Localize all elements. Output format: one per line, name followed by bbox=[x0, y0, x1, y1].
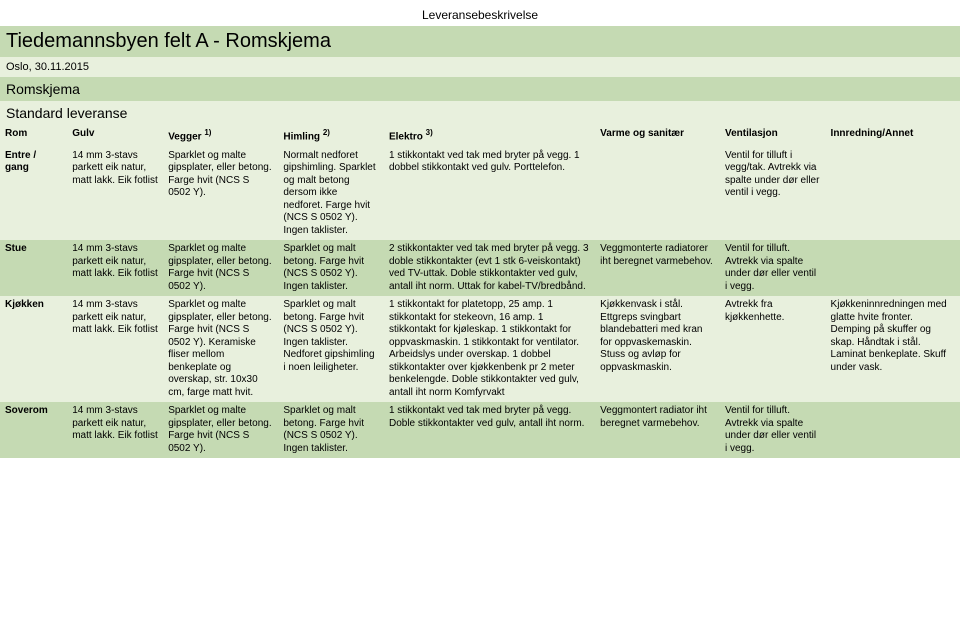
cell-vegger: Sparklet og malte gipsplater, eller beto… bbox=[163, 296, 278, 402]
cell-vegger: Sparklet og malte gipsplater, eller beto… bbox=[163, 240, 278, 296]
cell-elektro: 1 stikkontakt ved tak med bryter på vegg… bbox=[384, 147, 595, 241]
header-center: Leveransebeskrivelse bbox=[0, 0, 960, 26]
col-vegger: Vegger 1) bbox=[163, 125, 278, 147]
cell-himling: Sparklet og malt betong. Farge hvit (NCS… bbox=[278, 402, 384, 458]
col-vegger-label: Vegger bbox=[168, 131, 201, 142]
cell-rom: Kjøkken bbox=[0, 296, 67, 402]
cell-gulv: 14 mm 3-stavs parkett eik natur, matt la… bbox=[67, 147, 163, 241]
cell-vegger: Sparklet og malte gipsplater, eller beto… bbox=[163, 147, 278, 241]
col-vent: Ventilasjon bbox=[720, 125, 826, 147]
col-elektro-label: Elektro bbox=[389, 131, 423, 142]
cell-varme: Kjøkkenvask i stål. Ettgreps svingbart b… bbox=[595, 296, 720, 402]
standard-leveranse: Standard leveranse bbox=[0, 101, 960, 125]
section-bar: Romskjema bbox=[0, 77, 960, 101]
cell-varme bbox=[595, 147, 720, 241]
table-row: Soverom14 mm 3-stavs parkett eik natur, … bbox=[0, 402, 960, 458]
cell-rom: Entre / gang bbox=[0, 147, 67, 241]
title-bar: Tiedemannsbyen felt A - Romskjema bbox=[0, 26, 960, 57]
col-gulv: Gulv bbox=[67, 125, 163, 147]
cell-innred: Kjøkkeninnredningen med glatte hvite fro… bbox=[826, 296, 960, 402]
cell-vent: Ventil for tilluft. Avtrekk via spalte u… bbox=[720, 402, 826, 458]
col-vegger-sup: 1) bbox=[204, 128, 211, 137]
table-header-row: Rom Gulv Vegger 1) Himling 2) Elektro 3)… bbox=[0, 125, 960, 147]
cell-gulv: 14 mm 3-stavs parkett eik natur, matt la… bbox=[67, 240, 163, 296]
cell-gulv: 14 mm 3-stavs parkett eik natur, matt la… bbox=[67, 402, 163, 458]
cell-rom: Stue bbox=[0, 240, 67, 296]
cell-vent: Ventil for tilluft i vegg/tak. Avtrekk v… bbox=[720, 147, 826, 241]
col-elektro: Elektro 3) bbox=[384, 125, 595, 147]
cell-vegger: Sparklet og malte gipsplater, eller beto… bbox=[163, 402, 278, 458]
cell-varme: Veggmontert radiator iht beregnet varmeb… bbox=[595, 402, 720, 458]
table-row: Kjøkken14 mm 3-stavs parkett eik natur, … bbox=[0, 296, 960, 402]
cell-rom: Soverom bbox=[0, 402, 67, 458]
cell-innred bbox=[826, 402, 960, 458]
col-elektro-sup: 3) bbox=[426, 128, 433, 137]
document-page: Leveransebeskrivelse Tiedemannsbyen felt… bbox=[0, 0, 960, 618]
col-himling: Himling 2) bbox=[278, 125, 384, 147]
cell-elektro: 1 stikkontakt for platetopp, 25 amp. 1 s… bbox=[384, 296, 595, 402]
romskjema-table: Rom Gulv Vegger 1) Himling 2) Elektro 3)… bbox=[0, 125, 960, 458]
cell-elektro: 1 stikkontakt ved tak med bryter på vegg… bbox=[384, 402, 595, 458]
cell-himling: Sparklet og malt betong. Farge hvit (NCS… bbox=[278, 296, 384, 402]
cell-vent: Avtrekk fra kjøkkenhette. bbox=[720, 296, 826, 402]
table-row: Entre / gang14 mm 3-stavs parkett eik na… bbox=[0, 147, 960, 241]
cell-vent: Ventil for tilluft. Avtrekk via spalte u… bbox=[720, 240, 826, 296]
col-himling-label: Himling bbox=[283, 131, 320, 142]
table-body: Entre / gang14 mm 3-stavs parkett eik na… bbox=[0, 147, 960, 459]
cell-elektro: 2 stikkontakter ved tak med bryter på ve… bbox=[384, 240, 595, 296]
date-bar: Oslo, 30.11.2015 bbox=[0, 57, 960, 77]
table-row: Stue14 mm 3-stavs parkett eik natur, mat… bbox=[0, 240, 960, 296]
cell-himling: Sparklet og malt betong. Farge hvit (NCS… bbox=[278, 240, 384, 296]
cell-gulv: 14 mm 3-stavs parkett eik natur, matt la… bbox=[67, 296, 163, 402]
col-rom: Rom bbox=[0, 125, 67, 147]
col-himling-sup: 2) bbox=[323, 128, 330, 137]
cell-innred bbox=[826, 240, 960, 296]
cell-himling: Normalt nedforet gipshimling. Sparklet o… bbox=[278, 147, 384, 241]
col-innred: Innredning/Annet bbox=[826, 125, 960, 147]
cell-varme: Veggmonterte radiatorer iht beregnet var… bbox=[595, 240, 720, 296]
cell-innred bbox=[826, 147, 960, 241]
col-varme: Varme og sanitær bbox=[595, 125, 720, 147]
